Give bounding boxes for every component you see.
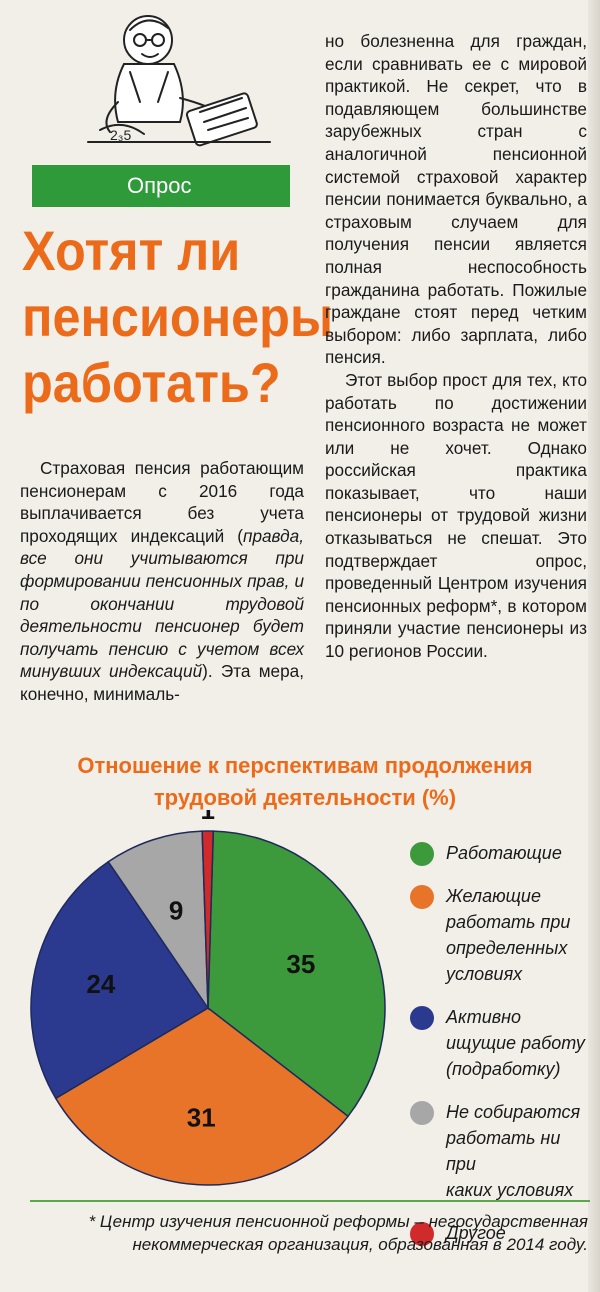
legend-label: Работающие	[446, 843, 562, 863]
legend-label: каких условиях	[446, 1180, 574, 1200]
page-edge	[588, 0, 600, 1292]
headline-line-2: пенсионеры	[22, 285, 334, 348]
legend-swatch	[410, 1222, 434, 1246]
legend-item: Желающие работать при определенных условиях	[410, 883, 590, 987]
footnote: * Центр изучения пенсионной реформы – не…	[88, 1212, 588, 1254]
right-paragraph-2: Этот выбор прост для тех, кто работать п…	[325, 369, 587, 662]
chart-title: Отношение к перспективам продолжения тру…	[22, 750, 588, 814]
pie-chart: 35 31 24 9 1	[30, 810, 386, 1186]
pie-slice-label: 1	[200, 810, 214, 825]
legend-label: Желающие	[446, 886, 541, 906]
chart-title-line-1: Отношение к перспективам продолжения	[77, 753, 533, 778]
headline-line-3: работать?	[22, 351, 281, 414]
right-paragraph-1: но болезненна для граждан, если сравнива…	[325, 31, 587, 368]
svg-text:2₃5: 2₃5	[110, 127, 131, 143]
legend-label: Активно	[446, 1007, 522, 1027]
legend-item: Активно ищущие работу (подработку)	[410, 1004, 590, 1082]
pie-slice	[207, 830, 386, 1118]
legend-label: Не собираются	[446, 1102, 581, 1122]
chart-legend: Работающие Желающие работать при определенн…	[410, 840, 590, 1263]
left-paragraph: Страховая пенсия работающим пенсионерам …	[20, 457, 304, 706]
legend-label: работать ни при	[446, 1128, 561, 1174]
legend-swatch	[410, 1006, 434, 1030]
legend-label: Другое	[446, 1223, 506, 1243]
legend-item: Работающие	[410, 840, 590, 866]
pie-slice	[201, 830, 215, 1009]
legend-label: (подработку)	[446, 1059, 561, 1079]
article-right-column: но болезненна для граждан, если сравнива…	[325, 30, 587, 663]
legend-item: Другое	[410, 1220, 590, 1246]
pie-slice	[107, 830, 209, 1011]
pie-slice-label: 24	[86, 969, 115, 999]
legend-swatch	[410, 1101, 434, 1125]
section-label: Опрос	[32, 165, 290, 207]
pie-slice-label: 35	[286, 949, 315, 979]
legend-label: условиях	[446, 964, 523, 984]
legend-swatch	[410, 885, 434, 909]
pensioner-illustration: 2₃5	[87, 15, 271, 147]
legend-label: работать при	[446, 912, 571, 932]
legend-item: Не собираются работать ни при каких услови…	[410, 1099, 590, 1203]
chart-title-line-2: трудовой деятельности (%)	[153, 785, 457, 810]
legend-label: определенных	[446, 938, 568, 958]
headline: Хотят ли пенсионеры работать?	[22, 218, 334, 416]
pie-slice	[54, 1007, 350, 1186]
legend-label: ищущие работу	[446, 1033, 585, 1053]
headline-line-1: Хотят ли	[22, 219, 241, 282]
pie-slice-label: 9	[169, 895, 183, 925]
left-text-italic: правда, все они учитываются при формиров…	[20, 525, 304, 682]
footnote-rule	[30, 1200, 590, 1202]
left-text-start: Страховая пенсия работающим пенсионерам …	[20, 458, 304, 546]
legend-swatch	[410, 842, 434, 866]
left-text-end: ). Эта мера, конечно, минималь-	[20, 661, 304, 704]
article-left-column: Страховая пенсия работающим пенсионерам …	[20, 457, 304, 706]
pie-slice	[30, 860, 210, 1100]
pie-slice-label: 31	[187, 1103, 216, 1133]
